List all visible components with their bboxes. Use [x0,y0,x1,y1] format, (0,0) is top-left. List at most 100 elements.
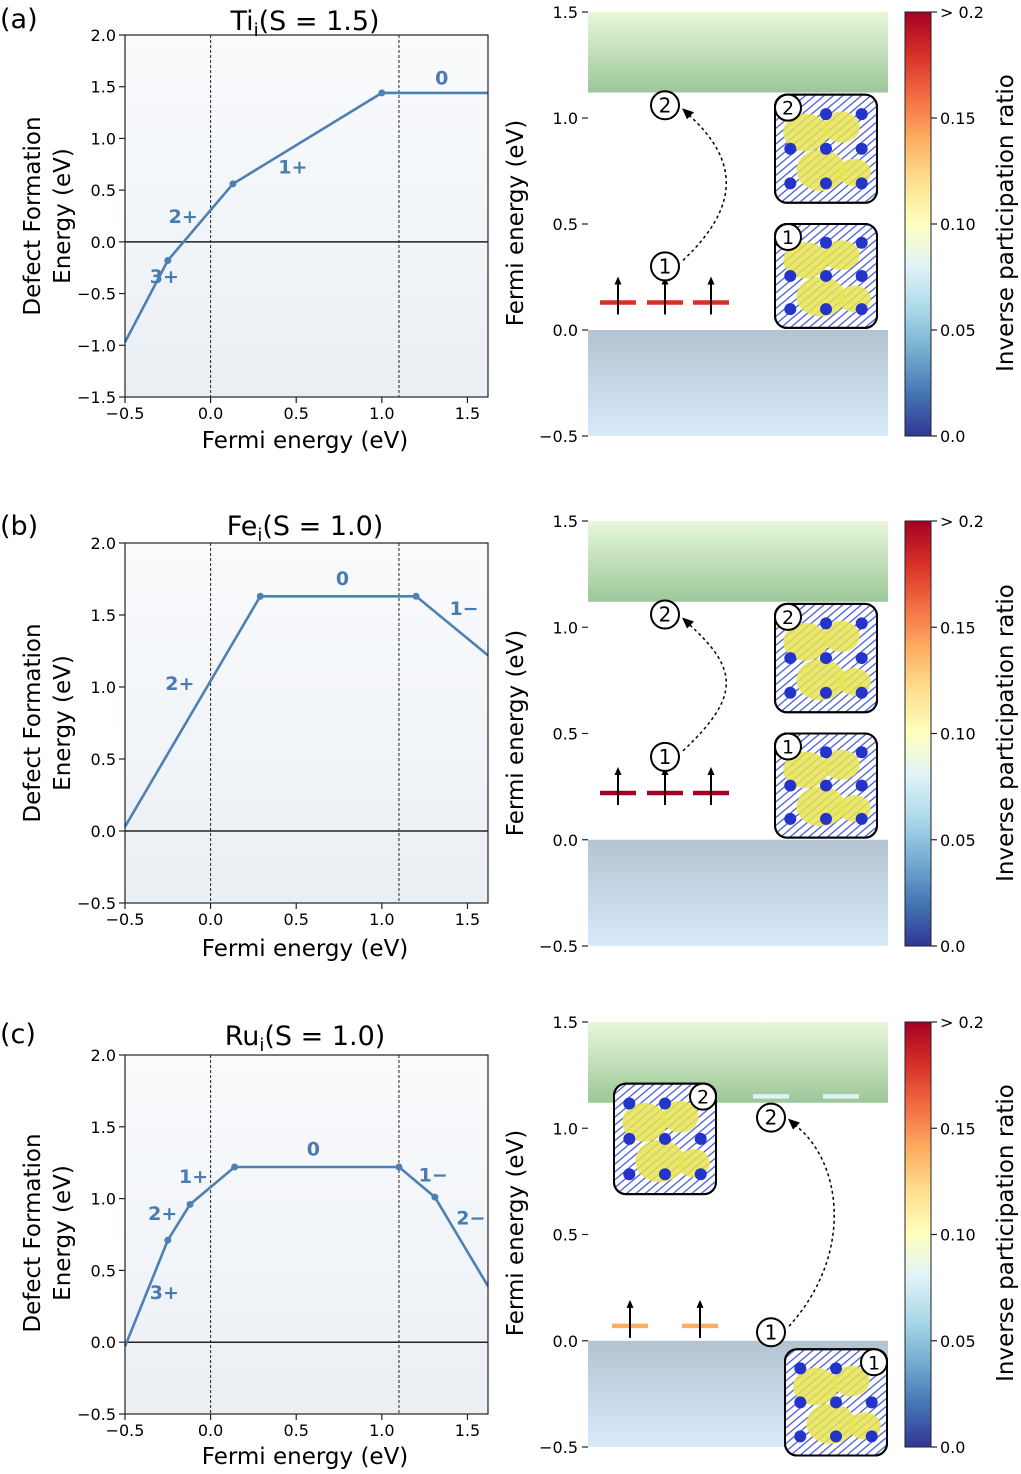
lattice-atom [623,1168,636,1181]
transition-marker-circle [756,1317,786,1348]
isosurface-frame [613,1082,717,1196]
transition-marker-label: 1 [659,254,672,278]
transition-marker-label: 1 [765,1320,778,1344]
transition-point [431,1193,439,1201]
isosurface-lobe [783,242,829,279]
y-tick-label: 1.0 [91,1190,116,1209]
y-tick-label: 0.0 [553,831,578,850]
transition-marker-circle [756,1102,786,1133]
charge-label: 1+ [179,1166,208,1188]
x-tick-label: −0.5 [106,910,145,929]
isosurface-frame [774,732,878,839]
colorbar-tick-label: 0.15 [940,109,976,128]
state-marker-circle [774,732,802,761]
charge-label: 2+ [169,206,198,228]
x-tick-label: 0.5 [283,404,308,423]
y-tick-label: 0.0 [91,233,116,252]
state-marker-circle [774,93,802,122]
transition-marker-label: 2 [659,93,672,117]
lattice-atom [623,1132,636,1145]
colorbar-tick-label: 0.10 [940,1226,976,1245]
colorbar-tick-label: 0.05 [940,831,976,850]
colorbar-ti: 0.0 0.05 0.10 0.15 > 0.2 [904,3,984,446]
lattice-atom [784,686,797,699]
colorbar-tick-label: 0.0 [940,1438,965,1457]
excitation-arrow [682,112,727,261]
lattice-atom [855,142,868,155]
lattice-atom [820,617,832,630]
lattice-atom [784,303,797,316]
lattice-atom [820,236,832,249]
x-tick-label: 1.5 [455,1421,480,1440]
y-axis-label-ti-line2: Energy (eV) [50,148,76,284]
lattice-atom [820,746,832,759]
y-tick-label: −0.5 [539,937,578,956]
x-tick-label: 1.5 [455,404,480,423]
isosurface-lobe [622,1102,668,1142]
lattice-atom [830,1430,842,1443]
lattice-atom [784,779,797,792]
x-tick-label: 1.0 [369,404,394,423]
isosurface-lobe [822,749,860,780]
lattice-atom [865,1396,878,1409]
y-tick-label: 0.0 [553,1332,578,1351]
transition-point [412,592,420,600]
colorbar-tick-label: 0.0 [940,937,965,956]
isosurface-lobe [796,149,846,192]
x-tick-label: 0.5 [283,1421,308,1440]
colorbar-tick-label: 0.15 [940,1119,976,1138]
chart-title-ti: Tii(S = 1.5) [229,6,379,41]
excitation-arrow [788,1123,835,1327]
lattice-atom [855,303,868,316]
isosurface-lobe [796,276,846,317]
lattice-atom [855,686,868,699]
lattice-atom [855,177,868,190]
y-tick-label: 0.5 [553,215,578,234]
lattice-atom [784,269,797,282]
isosurface-lobe [806,1403,856,1445]
y-tick-label: 2.0 [91,534,116,553]
conduction-band [588,12,888,93]
colorbar-gradient [904,1021,932,1448]
x-tick-label: −0.5 [106,1421,145,1440]
transition-marker-circle [650,599,680,630]
colorbar-tick-label: 0.10 [940,215,976,234]
spin-arrow-head [696,1299,704,1308]
transition-marker-label: 2 [659,603,672,627]
plot-background [125,1055,488,1414]
state-marker-label: 1 [782,227,794,249]
state-marker-label: 1 [868,1352,880,1374]
isosurface-lobe [793,1367,839,1406]
lattice-atom [820,108,832,121]
lattice-atom [623,1097,636,1110]
excitation-arrowhead [788,1118,800,1130]
isosurface-lobe [783,113,829,152]
state-marker-circle [860,1348,888,1377]
x-tick-label: 0.5 [283,910,308,929]
lattice-atom [830,1396,842,1409]
colorbar-tick-label: 0.05 [940,321,976,340]
spin-arrow-head [626,1299,634,1308]
y-axis-label-ru-line1: Defect Formation [20,1133,46,1332]
y-axis-label-ti-line1: Defect Formation [20,116,46,315]
transition-point [229,180,237,188]
lattice-atom [794,1396,807,1409]
charge-label: 3+ [150,266,179,288]
panel-label-c: (c) [0,1019,36,1050]
plot-frame [124,542,489,904]
charge-label: 0 [307,1139,320,1161]
lattice-atom [794,1362,807,1375]
isosurface-frame [774,602,878,714]
colorbar-gradient [904,11,932,437]
excitation-arrowhead [682,108,694,120]
colorbar-gradient [904,520,932,947]
level-diagram-fe: 1 2 2 1 −0.5 0.0 0.5 1.0 1.5 [539,512,888,956]
excitation-arrow [682,621,727,752]
lattice-atom [865,1430,878,1443]
transition-point [378,89,386,97]
x-tick-label: 1.0 [369,910,394,929]
transition-point [186,1200,194,1208]
colorbar-label-ti: Inverse participation ratio [993,74,1019,372]
colorbar-ru: 0.0 0.05 0.10 0.15 > 0.2 [904,1013,984,1457]
